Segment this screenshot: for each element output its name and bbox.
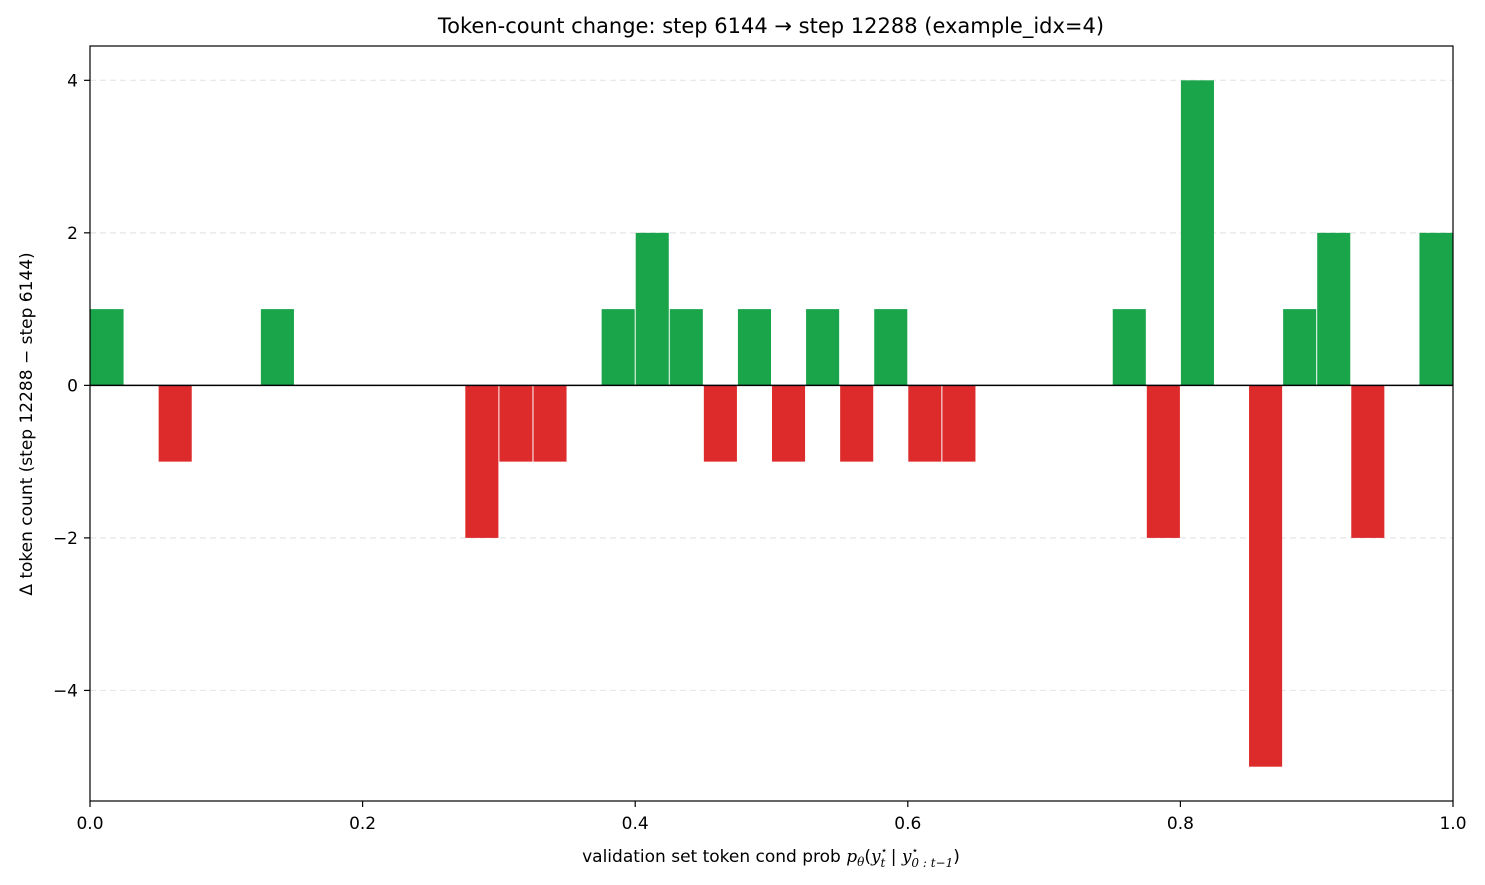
y-tick-label: 4 <box>67 71 78 91</box>
bar <box>465 385 499 538</box>
bar <box>1249 385 1283 767</box>
x-label-p: p <box>846 847 857 867</box>
x-tick-label: 0.8 <box>1167 814 1194 834</box>
x-label-t: t <box>881 856 886 870</box>
y-tick-label: 0 <box>67 376 78 396</box>
bar <box>806 309 840 386</box>
y-axis-label: Δ token count (step 12288 − step 6144) <box>17 252 37 595</box>
y-tick-label: −2 <box>53 529 78 549</box>
x-axis-ticks: 0.0 0.2 0.4 0.6 0.8 1.0 <box>76 801 1467 834</box>
x-tick-label: 0.2 <box>349 814 376 834</box>
bar <box>1283 309 1317 386</box>
x-label-y: y <box>870 847 881 867</box>
x-axis-label: validation set token cond prob pθ(y⋆ t | … <box>582 844 960 870</box>
bar <box>1351 385 1385 538</box>
y-axis-ticks: −4 −2 0 2 4 <box>53 71 90 701</box>
bar <box>1180 80 1214 386</box>
bars <box>90 80 1453 767</box>
x-axis-label-text: validation set token cond prob <box>582 847 846 867</box>
x-tick-label: 1.0 <box>1439 814 1466 834</box>
x-tick-label: 0.4 <box>622 814 649 834</box>
bar <box>840 385 874 462</box>
bar <box>1419 232 1453 386</box>
bar <box>533 385 567 462</box>
y-tick-label: 2 <box>67 224 78 244</box>
bar <box>908 385 942 462</box>
x-tick-label: 0.0 <box>76 814 103 834</box>
bar <box>942 385 976 462</box>
bar <box>635 232 669 386</box>
bar <box>1317 232 1351 386</box>
x-label-y2: y <box>901 847 912 867</box>
bar <box>90 309 124 386</box>
x-label-bar: | <box>885 847 902 867</box>
bar <box>772 385 806 462</box>
x-label-close-paren: ) <box>953 847 960 867</box>
bar <box>1112 309 1146 386</box>
bar <box>158 385 192 462</box>
bar <box>737 309 771 386</box>
bar <box>1146 385 1180 538</box>
bar <box>874 309 908 386</box>
bar <box>601 309 635 386</box>
x-label-open-paren: ( <box>864 847 871 867</box>
bar <box>260 309 294 386</box>
x-tick-label: 0.6 <box>894 814 921 834</box>
y-tick-label: −4 <box>53 681 78 701</box>
bar <box>669 309 703 386</box>
bar <box>499 385 533 462</box>
x-label-sub-range: 0 : t−1 <box>911 856 953 870</box>
bar <box>703 385 737 462</box>
chart-title: Token-count change: step 6144 → step 122… <box>437 14 1104 39</box>
x-label-star-2: ⋆ <box>912 844 919 857</box>
x-label-star-1: ⋆ <box>881 844 888 857</box>
x-label-theta: θ <box>857 855 865 869</box>
plot-frame <box>89 45 1454 802</box>
